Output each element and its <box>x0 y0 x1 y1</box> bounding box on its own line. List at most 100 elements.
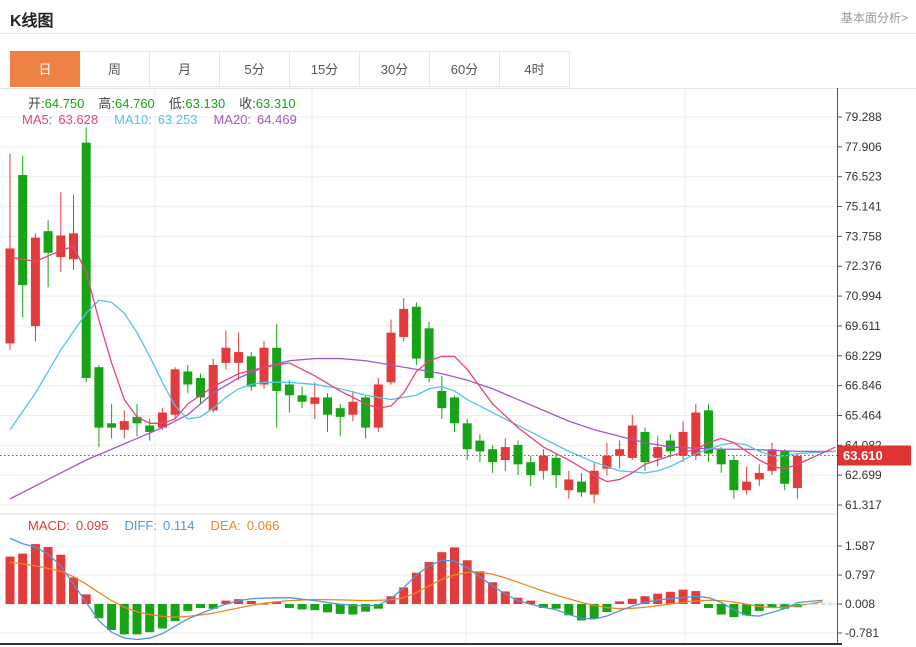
macd-bar[interactable] <box>411 572 421 604</box>
macd-bar[interactable] <box>323 604 332 613</box>
tab-4时[interactable]: 4时 <box>500 51 570 87</box>
tab-30分[interactable]: 30分 <box>360 51 430 87</box>
candle[interactable] <box>500 447 510 461</box>
macd-bar[interactable] <box>361 604 371 612</box>
macd-bar[interactable] <box>678 589 688 604</box>
macd-bar[interactable] <box>526 600 536 604</box>
macd-bar[interactable] <box>69 577 78 604</box>
macd-bar[interactable] <box>297 604 307 610</box>
candle[interactable] <box>43 231 53 253</box>
candle[interactable] <box>513 444 523 465</box>
macd-bar[interactable] <box>43 547 53 604</box>
candle[interactable] <box>94 367 104 428</box>
macd-bar[interactable] <box>246 600 256 604</box>
macd-bar[interactable] <box>208 604 218 609</box>
candle[interactable] <box>767 449 777 471</box>
candle[interactable] <box>653 447 663 458</box>
candle[interactable] <box>577 481 586 493</box>
macd-bar[interactable] <box>5 556 15 604</box>
tab-60分[interactable]: 60分 <box>430 51 500 87</box>
macd-bar[interactable] <box>348 604 358 615</box>
macd-bar[interactable] <box>564 604 574 616</box>
macd-bar[interactable] <box>196 604 205 608</box>
candle[interactable] <box>411 306 421 359</box>
macd-bar[interactable] <box>81 594 91 604</box>
candle[interactable] <box>538 455 548 471</box>
candle[interactable] <box>361 397 371 428</box>
tab-月[interactable]: 月 <box>150 51 220 87</box>
macd-bar[interactable] <box>272 601 282 604</box>
candle[interactable] <box>297 395 307 402</box>
macd-bar[interactable] <box>627 598 637 604</box>
candle[interactable] <box>754 472 764 480</box>
tab-5分[interactable]: 5分 <box>220 51 290 87</box>
candle[interactable] <box>310 397 320 404</box>
tab-15分[interactable]: 15分 <box>290 51 360 87</box>
macd-bar[interactable] <box>259 603 269 605</box>
candle[interactable] <box>5 248 15 344</box>
fundamental-analysis-link[interactable]: 基本面分析> <box>840 11 908 25</box>
candle[interactable] <box>348 401 358 415</box>
macd-bar[interactable] <box>399 587 409 604</box>
candle[interactable] <box>462 423 472 450</box>
candle[interactable] <box>399 308 409 337</box>
candlestick-macd-chart[interactable]: 79.288 77.906 76.523 75.141 73.758 72.376 70.9… <box>0 88 916 647</box>
candle[interactable] <box>640 431 650 463</box>
candle[interactable] <box>81 142 91 378</box>
candle[interactable] <box>450 397 459 424</box>
macd-bar[interactable] <box>488 582 498 604</box>
macd-bar[interactable] <box>462 560 472 604</box>
macd-bar[interactable] <box>475 571 485 604</box>
candle[interactable] <box>678 431 688 456</box>
candle[interactable] <box>627 425 637 458</box>
macd-bar[interactable] <box>56 554 66 604</box>
candle[interactable] <box>323 397 332 415</box>
macd-bar[interactable] <box>145 604 155 633</box>
candle[interactable] <box>526 462 536 476</box>
macd-bar[interactable] <box>780 604 790 609</box>
macd-bar[interactable] <box>221 600 231 604</box>
macd-bar[interactable] <box>500 591 510 604</box>
candle[interactable] <box>272 347 282 391</box>
macd-bar[interactable] <box>183 604 193 611</box>
candle[interactable] <box>589 470 599 495</box>
candle[interactable] <box>424 328 434 378</box>
candle[interactable] <box>551 457 561 476</box>
candle[interactable] <box>437 390 447 409</box>
candle[interactable] <box>208 365 218 411</box>
candle[interactable] <box>246 356 256 387</box>
macd-bar[interactable] <box>729 604 739 618</box>
macd-bar[interactable] <box>30 544 40 604</box>
candle[interactable] <box>30 237 40 327</box>
macd-bar[interactable] <box>424 562 434 604</box>
candle[interactable] <box>107 423 117 428</box>
macd-bar[interactable] <box>18 553 28 604</box>
macd-bar[interactable] <box>450 547 459 604</box>
macd-bar[interactable] <box>234 599 244 604</box>
macd-bar[interactable] <box>284 604 294 608</box>
macd-bar[interactable] <box>107 604 117 630</box>
candle[interactable] <box>234 352 244 363</box>
macd-bar[interactable] <box>170 604 180 622</box>
candle[interactable] <box>196 377 205 398</box>
macd-bar[interactable] <box>767 604 777 608</box>
macd-bar[interactable] <box>335 604 345 614</box>
macd-bar[interactable] <box>704 604 713 608</box>
tab-日[interactable]: 日 <box>10 51 80 87</box>
candle[interactable] <box>691 412 701 456</box>
macd-bar[interactable] <box>577 604 586 621</box>
macd-bar[interactable] <box>310 604 320 611</box>
candle[interactable] <box>157 412 167 428</box>
candle[interactable] <box>742 481 752 491</box>
macd-bar[interactable] <box>754 604 764 611</box>
candle[interactable] <box>284 384 294 396</box>
macd-bar[interactable] <box>132 604 142 635</box>
candle[interactable] <box>56 235 66 258</box>
candle[interactable] <box>729 460 739 491</box>
candle[interactable] <box>119 421 129 430</box>
macd-bar[interactable] <box>640 596 650 604</box>
candle[interactable] <box>615 449 625 456</box>
macd-bar[interactable] <box>653 593 663 604</box>
candle[interactable] <box>665 440 675 452</box>
macd-bar[interactable] <box>742 604 752 616</box>
